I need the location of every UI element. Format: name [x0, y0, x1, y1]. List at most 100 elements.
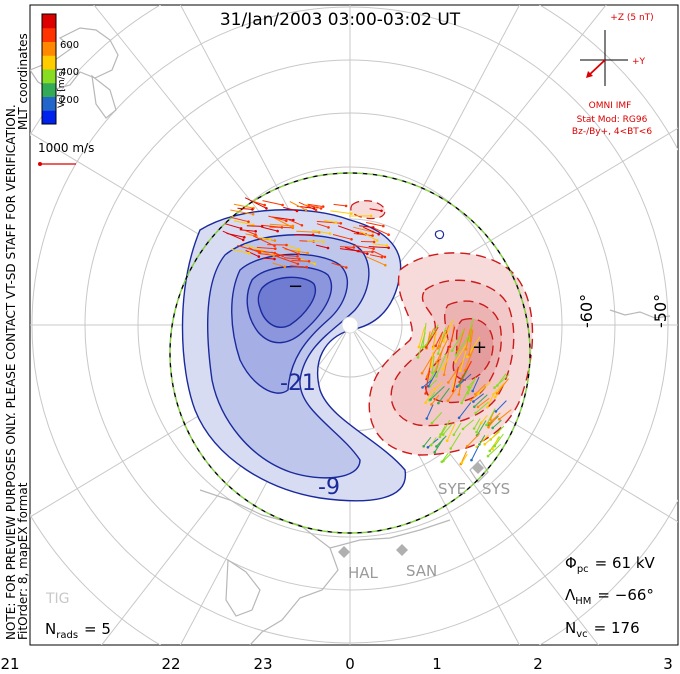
latitude-label-60: -60°	[577, 294, 596, 328]
velocity-vector	[488, 418, 496, 428]
velocity-vector	[434, 382, 443, 390]
mlt-label-1: 1	[432, 655, 442, 673]
velocity-vector	[462, 419, 475, 430]
velocity-vector	[452, 374, 456, 391]
mlt-axis: 21 22 23 0 1 2 3	[0, 655, 672, 673]
velocity-vector	[439, 325, 450, 347]
velocity-vector	[425, 389, 434, 403]
radar-label-sys: SYS	[482, 480, 510, 498]
velocity-vector	[437, 331, 444, 349]
velocity-vector	[244, 243, 264, 252]
velocity-vector	[429, 379, 438, 387]
velocity-vector	[492, 436, 500, 450]
velocity-vector	[449, 326, 456, 347]
velocity-vector	[224, 223, 242, 229]
velocity-vector	[455, 335, 470, 356]
velocity-vector	[488, 412, 501, 424]
velocity-vector	[476, 420, 487, 436]
velocity-vector	[273, 217, 294, 228]
velocity-vector	[485, 408, 496, 426]
latitude-label-50: -50°	[651, 294, 670, 328]
velocity-vector	[478, 381, 492, 395]
velocity-vector	[246, 225, 263, 227]
velocity-vector	[473, 394, 488, 408]
vector-origin	[369, 214, 373, 218]
coastlines	[30, 27, 671, 645]
mlt-label-3: 3	[663, 655, 673, 673]
radar-site-sys	[472, 462, 484, 474]
velocity-vector	[312, 229, 331, 235]
vector-origin	[296, 255, 299, 258]
vector-origin	[273, 251, 277, 255]
velocity-vector	[461, 386, 471, 404]
velocity-vector	[443, 453, 451, 462]
velocity-vector	[307, 240, 324, 243]
mlt-label-21: 21	[0, 655, 19, 673]
vector-origin	[431, 347, 435, 350]
statistics: Nrads = 5 Φpc = 61 kV ΛHM = −66° Nvc = 176	[45, 554, 656, 641]
velocity-vector	[262, 226, 278, 232]
velocity-vector	[471, 445, 480, 461]
velocity-vector	[245, 249, 260, 258]
velocity-vector	[372, 250, 386, 258]
velocity-vector	[296, 230, 320, 233]
colorbar-swatch	[42, 27, 56, 42]
velocity-vector	[283, 257, 300, 260]
velocity-vector	[480, 414, 488, 424]
velocity-vector	[472, 376, 480, 392]
velocity-vector	[421, 349, 437, 374]
velocity-vector	[464, 347, 475, 371]
velocity-vector	[282, 246, 299, 255]
velocity-vector	[426, 404, 434, 419]
velocity-vector	[458, 369, 468, 386]
velocity-vector	[435, 331, 444, 347]
colorbar-tick-600: 600	[60, 40, 79, 51]
velocity-vector	[237, 244, 261, 253]
geomagnetic-pole	[341, 316, 359, 334]
velocity-vector	[447, 388, 457, 401]
velocity-vector	[290, 265, 307, 268]
vector-origin	[372, 240, 376, 244]
velocity-vector	[484, 431, 500, 445]
vector-origin	[467, 353, 471, 356]
velocity-vector	[475, 401, 489, 414]
velocity-vector	[447, 359, 465, 383]
radar-site-hal	[338, 546, 350, 558]
velocity-vector	[359, 225, 374, 228]
velocity-vector	[222, 230, 244, 241]
velocity-vectors	[222, 197, 512, 466]
vector-origin	[305, 265, 308, 269]
vector-origin	[380, 255, 384, 259]
velocity-vector	[494, 433, 504, 447]
velocity-vector	[268, 215, 287, 222]
velocity-vector	[430, 437, 437, 446]
vector-origin	[421, 346, 425, 349]
velocity-vector	[332, 234, 352, 240]
imf-y-label: +Y	[632, 57, 646, 67]
imf-stat-mod: Stat Mod: RG96	[577, 115, 648, 125]
velocity-vector	[231, 248, 250, 254]
velocity-vector	[316, 223, 329, 228]
colorbar-swatch	[42, 41, 56, 56]
stat-nvc: Nvc = 176	[565, 619, 640, 640]
radar-sites	[338, 462, 484, 558]
velocity-vector	[487, 444, 502, 457]
colorbar-swatch	[42, 55, 56, 70]
velocity-vector	[458, 402, 472, 419]
velocity-vector	[427, 370, 438, 387]
velocity-vector	[233, 220, 254, 226]
colorbar-swatch	[42, 69, 56, 84]
vector-origin	[273, 239, 277, 242]
velocity-vector	[245, 233, 257, 237]
hm-boundary-velocity	[169, 172, 531, 534]
velocity-vector	[487, 395, 494, 408]
vector-origin	[387, 246, 390, 250]
velocity-vector	[260, 250, 274, 257]
velocity-vector	[422, 379, 432, 388]
velocity-vector	[418, 326, 426, 348]
velocity-vector	[496, 373, 507, 386]
velocity-vector	[365, 256, 386, 266]
velocity-vector	[439, 419, 451, 438]
velocity-vector	[283, 206, 298, 212]
velocity-vector	[369, 254, 382, 258]
